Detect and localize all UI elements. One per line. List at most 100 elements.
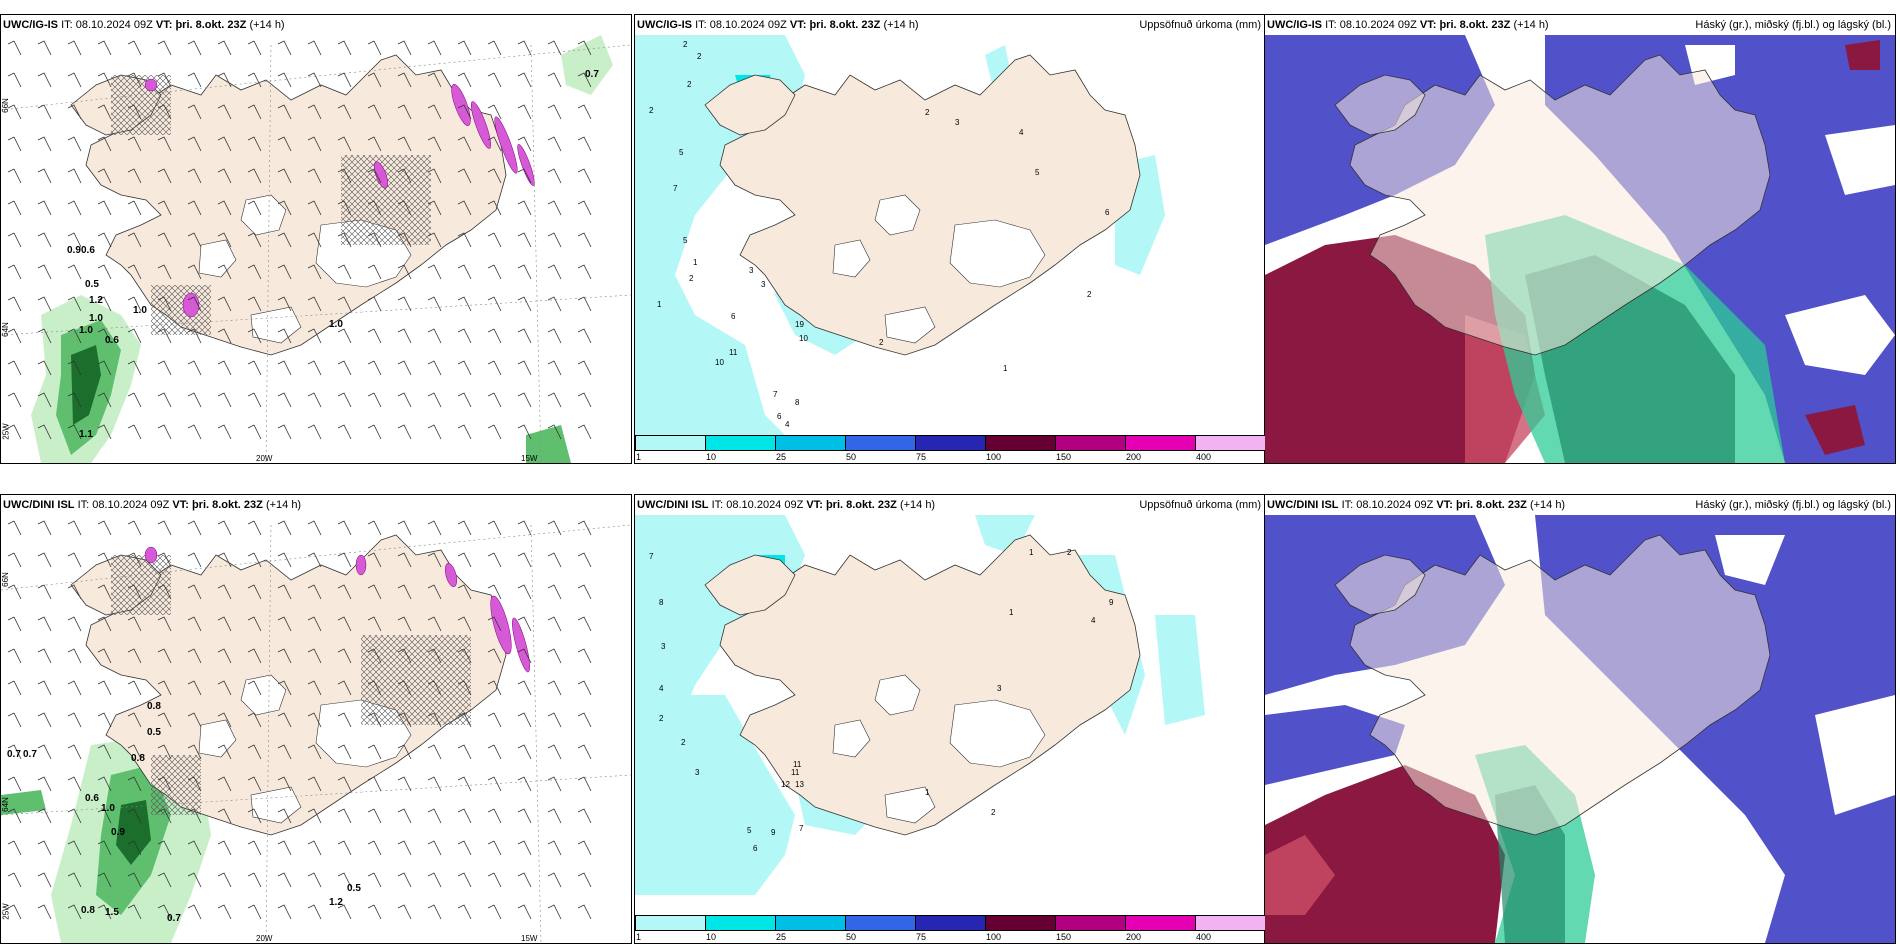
wind-barb: [577, 616, 592, 632]
wind-barb: [277, 808, 292, 824]
value-label: 1: [693, 258, 698, 267]
wind-barb: [157, 232, 172, 248]
wind-barb: [337, 808, 352, 824]
wind-barb: [67, 40, 82, 56]
map-panel-precip-igis: 2 2 2 2 5 7 5 1 1 2 3 3 6 10 11 10 7 6 8 4 19 2 2 3 4 5 6 2 1 UWC/IG…: [634, 14, 1266, 464]
value-label: 0.5: [85, 279, 99, 290]
wind-barb: [307, 840, 322, 856]
wind-barb: [337, 104, 352, 120]
wind-barb: [577, 392, 592, 408]
value-label: 1: [1009, 608, 1014, 617]
wind-barb: [127, 520, 142, 536]
value-label: 2: [991, 808, 996, 817]
wind-barb: [577, 136, 592, 152]
cloud-title: Háský (gr.), miðský (fj.bl.) og lágský (…: [1695, 499, 1891, 511]
value-label: 0.9: [67, 245, 81, 256]
wind-barb: [217, 264, 232, 280]
colorbar-swatch: [1055, 435, 1126, 451]
wind-barb: [307, 200, 322, 216]
precip-colorbar: 1 10 25 50 75 100 150 200 400: [635, 435, 1265, 463]
wind-barb: [427, 776, 442, 792]
wind-barb: [547, 808, 562, 824]
wind-barb: [37, 776, 52, 792]
map-panel-clouds-dini: UWC/DINI ISL IT: 08.10.2024 09Z VT: þri.…: [1264, 494, 1896, 944]
wind-barb: [97, 392, 112, 408]
wind-barb: [487, 72, 502, 88]
panel-header: UWC/IG-IS IT: 08.10.2024 09Z VT: þri. 8.…: [3, 19, 285, 31]
wind-barb: [427, 840, 442, 856]
wind-barb: [187, 680, 202, 696]
wind-barb: [547, 104, 562, 120]
wind-barb: [67, 168, 82, 184]
wind-barb: [7, 232, 22, 248]
wind-barb: [397, 840, 412, 856]
wind-barb: [577, 328, 592, 344]
wind-barb: [427, 104, 442, 120]
wind-barb: [547, 136, 562, 152]
lon-label-25w: 25W: [1, 423, 11, 440]
wind-barb: [367, 296, 382, 312]
wind-barb: [187, 296, 202, 312]
wind-barb: [517, 72, 532, 88]
wind-barb: [547, 552, 562, 568]
wind-barb: [217, 328, 232, 344]
value-label: 1: [1029, 548, 1034, 557]
wind-barb: [397, 424, 412, 440]
wind-barb: [67, 680, 82, 696]
wind-barb: [427, 552, 442, 568]
wind-barb: [277, 200, 292, 216]
wind-barb: [127, 200, 142, 216]
wind-barb: [217, 136, 232, 152]
wind-barb: [577, 296, 592, 312]
wind-barb: [187, 232, 202, 248]
wind-barb: [247, 680, 262, 696]
wind-barb: [67, 520, 82, 536]
wind-barb: [67, 264, 82, 280]
snow-wind-map: 0.70.7 0.80.50.80.61.00.90.8 1.50.71.20.5: [1, 495, 631, 943]
wind-barb: [487, 40, 502, 56]
wind-barb: [157, 328, 172, 344]
wind-barb: [487, 328, 502, 344]
wind-barb: [547, 648, 562, 664]
wind-barb: [367, 680, 382, 696]
wind-barb: [97, 104, 112, 120]
wind-barb: [367, 392, 382, 408]
wind-barb: [277, 616, 292, 632]
wind-barb: [547, 584, 562, 600]
wind-barb: [67, 872, 82, 888]
wind-barb: [397, 680, 412, 696]
wind-barb: [187, 392, 202, 408]
wind-barb: [157, 392, 172, 408]
wind-barb: [397, 264, 412, 280]
colorbar-swatch: [915, 435, 986, 451]
wind-barb: [127, 840, 142, 856]
panel-header: UWC/DINI ISL IT: 08.10.2024 09Z VT: þri.…: [1267, 499, 1566, 511]
colorbar-swatch: [1125, 435, 1196, 451]
wind-barb: [97, 872, 112, 888]
wind-barb: [127, 168, 142, 184]
wind-barb: [397, 744, 412, 760]
wind-barb: [127, 328, 142, 344]
wind-barb: [277, 392, 292, 408]
wind-barb: [337, 328, 352, 344]
value-label: 12: [781, 780, 790, 789]
value-label: 2: [697, 52, 702, 61]
wind-barb: [37, 232, 52, 248]
wind-barb: [307, 648, 322, 664]
colorbar-swatch: [635, 435, 706, 451]
wind-barb: [457, 296, 472, 312]
wind-barb: [307, 872, 322, 888]
wind-barb: [457, 648, 472, 664]
wind-barb: [547, 904, 562, 920]
wind-barb: [337, 264, 352, 280]
wind-barb: [7, 72, 22, 88]
wind-barb: [7, 360, 22, 376]
wind-barb: [247, 200, 262, 216]
value-label: 3: [749, 266, 754, 275]
value-label: 0.6: [105, 335, 119, 346]
value-label: 2: [689, 274, 694, 283]
wind-barb: [217, 744, 232, 760]
value-label: 3: [761, 280, 766, 289]
wind-barb: [547, 296, 562, 312]
wind-barb: [577, 552, 592, 568]
